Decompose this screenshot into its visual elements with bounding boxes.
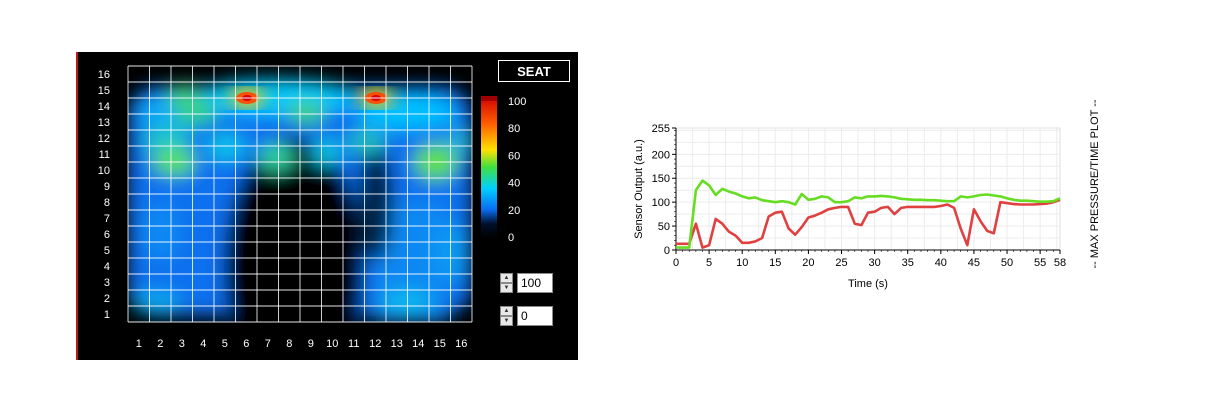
color-scale-label: 60 <box>508 150 520 162</box>
chart-x-tick: 40 <box>935 257 947 269</box>
chart-x-tick: 15 <box>769 257 781 269</box>
heatmap-x-tick: 7 <box>265 338 271 350</box>
heatmap-x-tick: 15 <box>434 338 446 350</box>
x-axis-title: Time (s) <box>848 278 888 290</box>
color-scale-bar <box>481 96 497 238</box>
max-spinner[interactable]: ▲ ▼ <box>500 273 513 293</box>
heatmap-y-tick: 7 <box>104 213 110 225</box>
chart-x-tick: 10 <box>736 257 748 269</box>
max-decrement-button[interactable]: ▼ <box>500 283 513 293</box>
y-axis-title: Sensor Output (a.u.) <box>633 139 645 239</box>
heatmap-x-tick: 5 <box>222 338 228 350</box>
chart-grid <box>675 127 1061 251</box>
heatmap-y-tick: 16 <box>98 69 110 81</box>
heatmap-x-tick: 14 <box>412 338 424 350</box>
heatmap-y-tick: 5 <box>104 245 110 257</box>
heatmap-y-tick: 10 <box>98 165 110 177</box>
heatmap-y-tick: 3 <box>104 277 110 289</box>
heatmap-y-tick: 15 <box>98 85 110 97</box>
chart-series <box>676 179 1061 249</box>
heatmap-x-tick: 16 <box>455 338 467 350</box>
chart-x-tick: 35 <box>902 257 914 269</box>
color-scale-label: 100 <box>508 96 526 108</box>
heatmap-x-tick: 4 <box>200 338 206 350</box>
color-scale-labels: 100 80 60 40 20 0 <box>508 96 526 244</box>
chart-y-tick: 50 <box>658 221 670 233</box>
heatmap-y-tick: 14 <box>98 101 110 113</box>
heatmap-x-tick: 12 <box>369 338 381 350</box>
heatmap-y-tick: 6 <box>104 229 110 241</box>
heatmap-grid <box>127 65 473 323</box>
heatmap-x-tick: 2 <box>157 338 163 350</box>
heatmap-y-tick: 4 <box>104 261 110 273</box>
heatmap-panel: 1 2 3 4 5 6 7 8 9 10 11 12 13 14 15 16 1 2 3 4 5 6 7 8 9 10 11 12 1… <box>76 52 578 360</box>
panel-red-edge <box>76 52 78 360</box>
chart-x-tick: 58 <box>1054 257 1066 269</box>
heatmap-x-ticks: 1 2 3 4 5 6 7 8 9 10 11 12 13 14 15 16 <box>136 338 468 350</box>
heatmap-x-tick: 10 <box>326 338 338 350</box>
chart-x-tick: 0 <box>673 257 679 269</box>
chart-y-tick: 255 <box>652 123 670 135</box>
color-scale-label: 80 <box>508 123 520 135</box>
chart-x-tick: 5 <box>706 257 712 269</box>
max-value-control[interactable]: ▲ ▼ 100 <box>500 273 553 293</box>
color-scale-label: 40 <box>508 178 520 190</box>
heatmap-y-tick: 11 <box>99 149 110 161</box>
seat-title: SEAT <box>498 60 570 82</box>
color-scale-label: 0 <box>508 232 514 244</box>
series-line <box>676 179 1061 249</box>
series-line <box>676 198 1061 249</box>
min-value-control[interactable]: ▲ ▼ 0 <box>500 306 553 326</box>
min-decrement-button[interactable]: ▼ <box>500 316 513 326</box>
chart-x-tick: 25 <box>835 257 847 269</box>
heatmap-x-tick: 1 <box>136 338 142 350</box>
heatmap-y-tick: 1 <box>104 309 110 321</box>
heatmap-x-tick: 13 <box>391 338 403 350</box>
chart-y-tick: 200 <box>652 149 670 161</box>
pressure-time-chart: 0 5 10 15 20 25 30 35 40 45 50 55 58050100150200255 … <box>633 99 1101 290</box>
max-value-input[interactable]: 100 <box>517 273 553 293</box>
max-increment-button[interactable]: ▲ <box>500 273 513 283</box>
heatmap-y-tick: 2 <box>104 293 110 305</box>
heatmap-y-tick: 13 <box>98 117 110 129</box>
heatmap-y-tick: 12 <box>98 133 110 145</box>
chart-y-tick: 150 <box>652 173 670 185</box>
chart-x-tick: 30 <box>868 257 880 269</box>
chart-y-tick: 100 <box>652 197 670 209</box>
min-value-input[interactable]: 0 <box>517 306 553 326</box>
min-increment-button[interactable]: ▲ <box>500 306 513 316</box>
heatmap-x-tick: 8 <box>286 338 292 350</box>
heatmap-x-tick: 11 <box>348 338 359 350</box>
heatmap-y-tick: 8 <box>104 197 110 209</box>
chart-title: -- MAX PRESSURE/TIME PLOT -- <box>1089 99 1101 268</box>
chart-x-tick: 50 <box>1001 257 1013 269</box>
min-spinner[interactable]: ▲ ▼ <box>500 306 513 326</box>
pressure-heat-layer <box>128 66 472 322</box>
heatmap-x-tick: 3 <box>179 338 185 350</box>
chart-x-tick: 20 <box>802 257 814 269</box>
chart-x-tick: 55 <box>1034 257 1046 269</box>
chart-x-tick: 45 <box>968 257 980 269</box>
chart-axes: 0 5 10 15 20 25 30 35 40 45 50 55 58 0 50 100 150 200 255 <box>652 123 1066 269</box>
chart-y-tick: 0 <box>664 245 670 257</box>
heatmap-x-tick: 6 <box>243 338 249 350</box>
heatmap-svg: 1 2 3 4 5 6 7 8 9 10 11 12 13 14 15 16 1234567891011121… <box>98 65 526 350</box>
heatmap-y-tick: 9 <box>104 181 110 193</box>
heatmap-x-tick: 9 <box>308 338 314 350</box>
color-scale-cap <box>481 96 497 101</box>
color-scale-label: 20 <box>508 205 520 217</box>
